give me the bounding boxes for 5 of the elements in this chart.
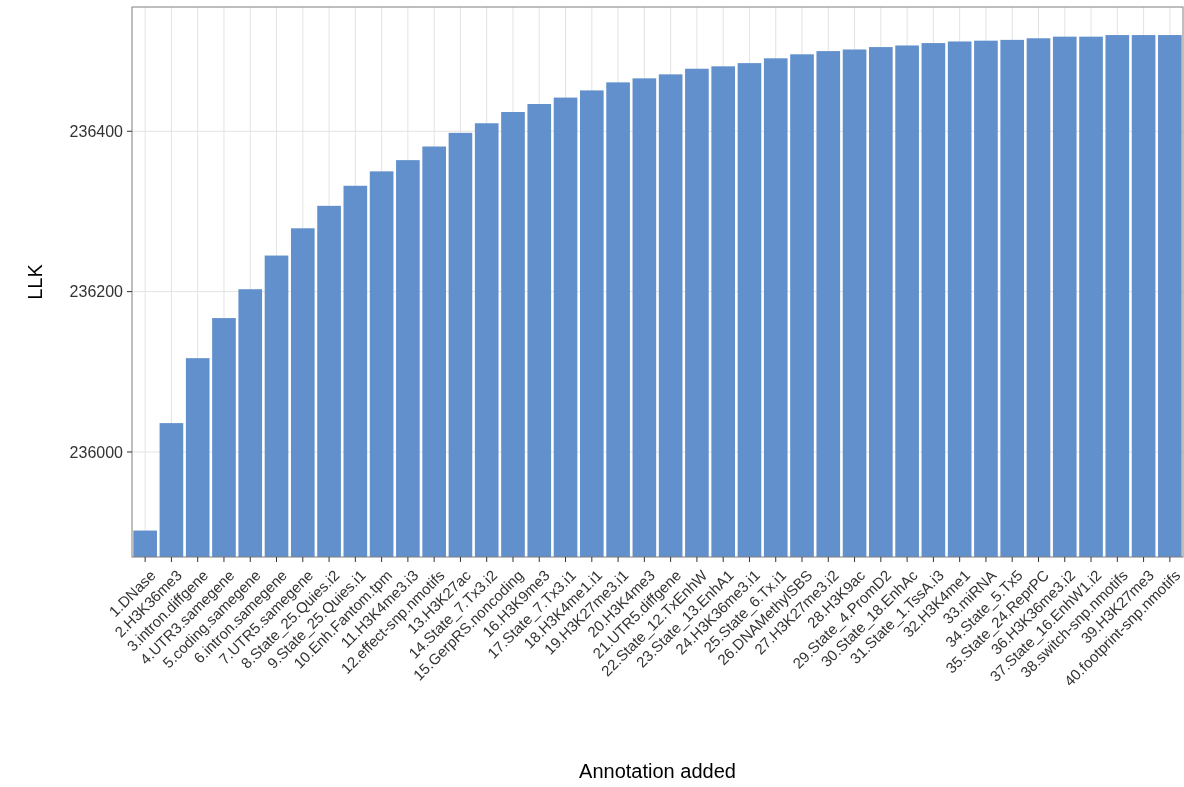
y-tick-label: 236000 — [69, 443, 124, 461]
x-axis-title: Annotation added — [579, 760, 736, 782]
y-tick-label: 236200 — [69, 283, 124, 301]
y-tick-label: 236400 — [69, 122, 124, 140]
y-axis-title: LLK — [24, 263, 46, 300]
